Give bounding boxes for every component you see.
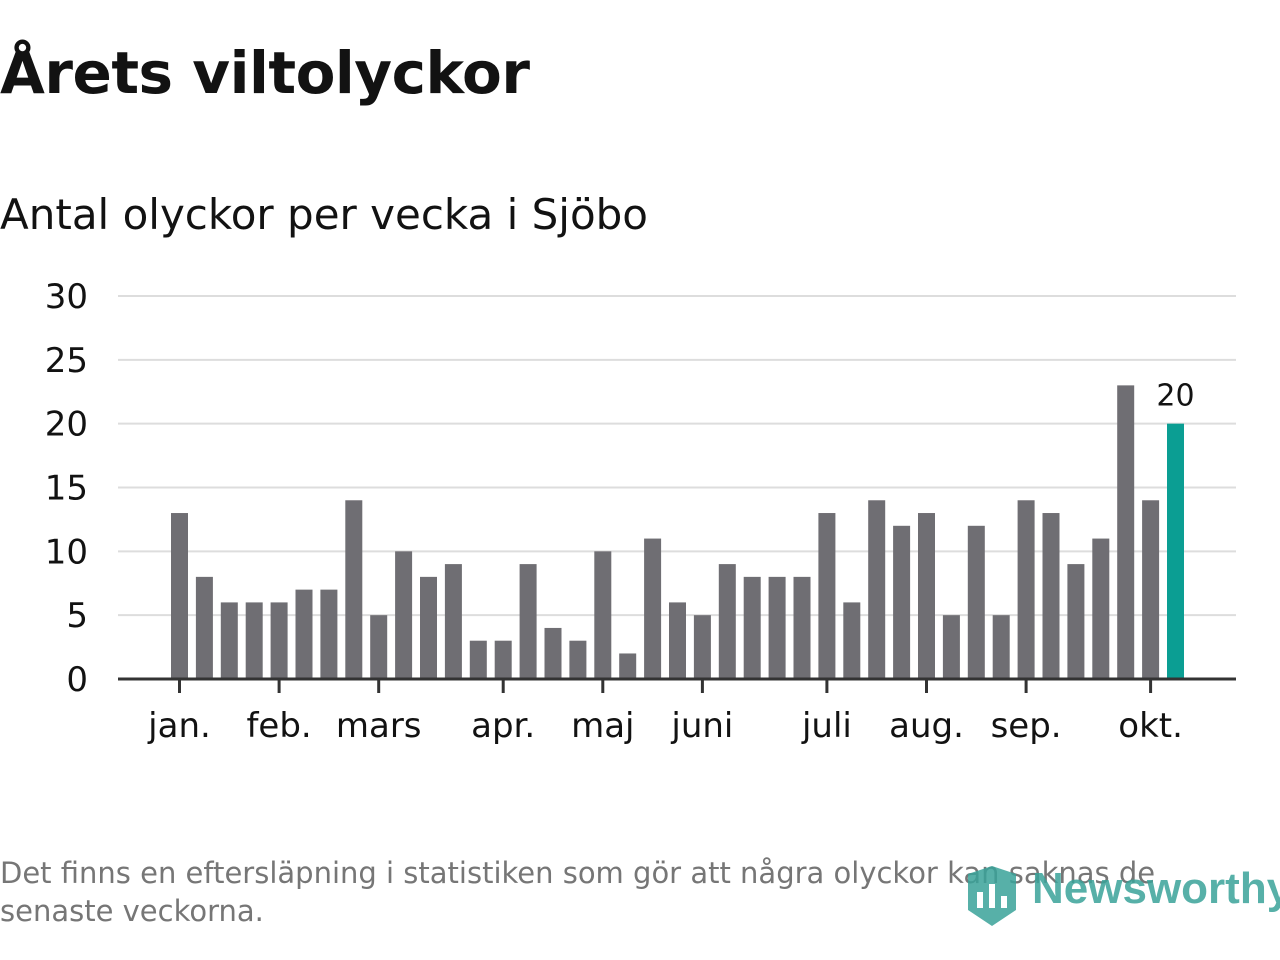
y-tick-label: 20 — [45, 405, 88, 445]
bar — [942, 615, 960, 679]
x-axis-ticks: jan. feb. mars apr. maj juni juli aug. sep. okt. — [147, 679, 1183, 746]
bar — [793, 576, 811, 679]
chart-subtitle: Antal olyckor per vecka i Sjöbo — [0, 190, 649, 239]
chart-title: Årets viltolyckor — [0, 39, 530, 107]
bar — [818, 513, 836, 679]
bar — [918, 513, 935, 679]
y-tick-label: 10 — [45, 532, 88, 572]
bar — [619, 653, 637, 679]
bar — [843, 602, 861, 679]
bar — [345, 500, 363, 679]
bar — [544, 627, 562, 679]
data-labels: 20 — [1156, 379, 1194, 414]
bar — [1042, 513, 1060, 679]
bar — [1017, 500, 1035, 679]
bar — [594, 551, 612, 679]
bar — [469, 640, 487, 679]
bar — [893, 525, 911, 679]
bar — [1067, 564, 1085, 679]
x-tick-label: feb. — [246, 706, 311, 746]
brand-logo: Newsworthy — [964, 860, 1280, 930]
x-tick-label: juni — [670, 706, 733, 746]
bar — [967, 525, 985, 679]
y-tick-label: 0 — [66, 660, 88, 700]
x-tick-label: sep. — [991, 706, 1062, 746]
x-tick-label: jan. — [147, 706, 211, 746]
bar — [320, 589, 338, 679]
data-label-latest: 20 — [1156, 379, 1194, 414]
bar — [718, 564, 736, 679]
x-tick-label: maj — [571, 706, 634, 746]
bar — [395, 551, 413, 679]
bar — [519, 564, 537, 679]
bar — [195, 576, 213, 679]
newsworthy-bar-chart-logo-icon — [968, 866, 1016, 926]
x-tick-label: apr. — [471, 706, 535, 746]
footnote: Det finns en eftersläpning i statistiken… — [0, 856, 1156, 928]
bar — [171, 513, 188, 679]
x-tick-label: mars — [336, 706, 422, 746]
bar — [220, 602, 238, 679]
bars — [171, 385, 1184, 679]
bar — [270, 602, 288, 679]
y-tick-label: 5 — [66, 596, 88, 636]
bar — [1167, 423, 1184, 679]
bar — [1142, 500, 1160, 679]
x-tick-label: aug. — [889, 706, 964, 746]
bar — [569, 640, 587, 679]
y-tick-label: 30 — [45, 277, 88, 317]
bar — [295, 589, 313, 679]
y-tick-label: 25 — [45, 341, 88, 381]
bar — [693, 615, 711, 679]
bar — [494, 640, 512, 679]
bar — [868, 500, 886, 679]
bar — [1092, 538, 1110, 679]
bar — [768, 576, 786, 679]
bar — [444, 564, 462, 679]
bar — [1117, 385, 1135, 679]
bar — [743, 576, 761, 679]
brand-name: Newsworthy — [1032, 864, 1280, 913]
x-tick-label: okt. — [1118, 706, 1183, 746]
bar — [992, 615, 1010, 679]
bar — [420, 576, 437, 679]
x-tick-label: juli — [801, 706, 852, 746]
bar — [669, 602, 686, 679]
y-axis-tick-labels: 0 5 10 15 20 25 30 — [45, 277, 88, 700]
bar — [370, 615, 388, 679]
bar — [245, 602, 263, 679]
bar — [644, 538, 662, 679]
bar-chart: 0 5 10 15 20 25 30 jan. feb. mars apr. maj juni juli… — [45, 277, 1236, 746]
y-tick-label: 15 — [45, 469, 88, 509]
